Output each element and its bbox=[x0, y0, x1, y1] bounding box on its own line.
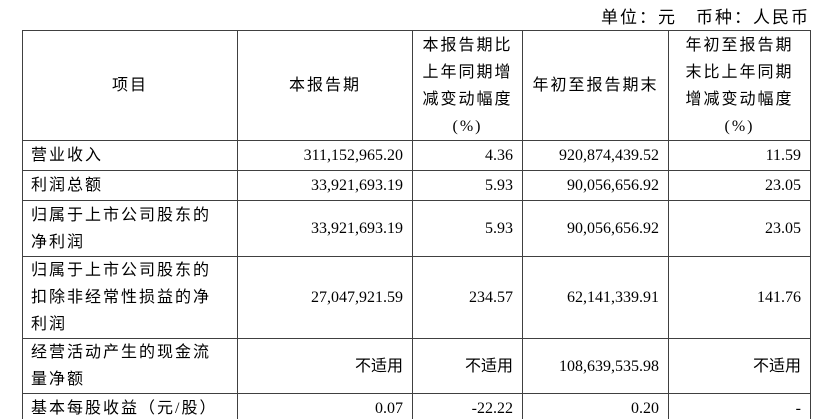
table-row-operating-cash-flow: 经营活动产生的现金流 量净额 不适用 不适用 108,639,535.98 不适… bbox=[22, 338, 811, 394]
cell-period-change: 4.36 bbox=[412, 140, 523, 171]
cell-ytd-change: 11.59 bbox=[668, 140, 811, 171]
col-header-current-period: 本报告期 bbox=[237, 30, 413, 141]
table-row-total-profit: 利润总额 33,921,693.19 5.93 90,056,656.92 23… bbox=[22, 170, 811, 201]
cell-current-period: 311,152,965.20 bbox=[237, 140, 413, 171]
row-label: 归属于上市公司股东的 净利润 bbox=[22, 200, 238, 257]
cell-period-change: 5.93 bbox=[412, 170, 523, 201]
cell-ytd: 90,056,656.92 bbox=[522, 170, 669, 201]
table-row-net-profit-attributable: 归属于上市公司股东的 净利润 33,921,693.19 5.93 90,056… bbox=[22, 200, 811, 257]
unit-currency-note: 单位：元 币种：人民币 bbox=[601, 8, 810, 27]
row-label: 基本每股收益（元/股） bbox=[22, 393, 238, 419]
row-label: 经营活动产生的现金流 量净额 bbox=[22, 338, 238, 394]
col-header-ytd: 年初至报告期末 bbox=[522, 30, 669, 141]
cell-period-change: 234.57 bbox=[412, 256, 523, 339]
table-row-net-profit-excl-nonrecurring: 归属于上市公司股东的 扣除非经常性损益的净 利润 27,047,921.59 2… bbox=[22, 256, 811, 339]
cell-period-change: 不适用 bbox=[412, 338, 523, 394]
cell-ytd-change: 23.05 bbox=[668, 200, 811, 257]
table-row-operating-revenue: 营业收入 311,152,965.20 4.36 920,874,439.52 … bbox=[22, 140, 811, 171]
cell-ytd-change: 23.05 bbox=[668, 170, 811, 201]
financial-summary-table: 项目 本报告期 本报告期比 上年同期增 减变动幅度 (%) 年初至报告期末 年初… bbox=[22, 30, 811, 419]
table-header-row: 项目 本报告期 本报告期比 上年同期增 减变动幅度 (%) 年初至报告期末 年初… bbox=[22, 30, 811, 141]
row-label: 归属于上市公司股东的 扣除非经常性损益的净 利润 bbox=[22, 256, 238, 339]
cell-ytd: 0.20 bbox=[522, 393, 669, 419]
cell-current-period: 0.07 bbox=[237, 393, 413, 419]
cell-period-change: 5.93 bbox=[412, 200, 523, 257]
row-label: 利润总额 bbox=[22, 170, 238, 201]
cell-ytd: 920,874,439.52 bbox=[522, 140, 669, 171]
col-header-ytd-change: 年初至报告期 末比上年同期 增减变动幅度 (%) bbox=[668, 30, 811, 141]
cell-ytd: 90,056,656.92 bbox=[522, 200, 669, 257]
cell-current-period: 33,921,693.19 bbox=[237, 170, 413, 201]
cell-current-period: 不适用 bbox=[237, 338, 413, 394]
col-header-period-change: 本报告期比 上年同期增 减变动幅度 (%) bbox=[412, 30, 523, 141]
cell-ytd-change: 不适用 bbox=[668, 338, 811, 394]
cell-current-period: 33,921,693.19 bbox=[237, 200, 413, 257]
col-header-item: 项目 bbox=[22, 30, 238, 141]
cell-ytd: 108,639,535.98 bbox=[522, 338, 669, 394]
cell-current-period: 27,047,921.59 bbox=[237, 256, 413, 339]
cell-ytd-change: 141.76 bbox=[668, 256, 811, 339]
cell-ytd-change: - bbox=[668, 393, 811, 419]
row-label: 营业收入 bbox=[22, 140, 238, 171]
cell-period-change: -22.22 bbox=[412, 393, 523, 419]
table-row-basic-eps: 基本每股收益（元/股） 0.07 -22.22 0.20 - bbox=[22, 393, 811, 419]
cell-ytd: 62,141,339.91 bbox=[522, 256, 669, 339]
